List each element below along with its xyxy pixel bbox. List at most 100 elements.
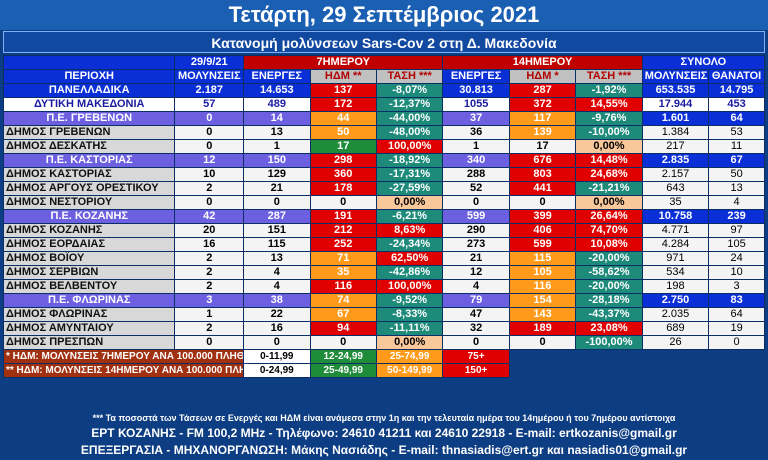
idm7-cell: 252	[309, 237, 377, 252]
trend7-cell: 0,00%	[375, 195, 444, 210]
trend7-cell: -27,59%	[375, 181, 444, 196]
header-infections: ΜΟΛΥΝΣΕΙΣ	[174, 69, 245, 84]
trend14-cell: 14,55%	[575, 97, 643, 112]
total-infections-cell: 17.944	[641, 97, 710, 112]
total-infections-cell: 4.771	[641, 223, 710, 238]
table-row: Π.Ε. ΦΛΩΡΙΝΑΣ 3 38 74 -9,52% 79 154 -28,18% 2.75…	[2, 293, 765, 308]
idm14-cell: 154	[508, 293, 577, 308]
table-row: ΔΗΜΟΣ ΚΟΖΑΝΗΣ 20 151 212 8,63% 290 406 74,70% 4.…	[2, 223, 765, 238]
idm14-cell: 117	[508, 111, 577, 126]
trend14-cell: -58,62%	[575, 265, 643, 280]
deaths-cell: 24	[708, 251, 765, 266]
active7-cell: 0	[243, 195, 311, 210]
region-name: Π.Ε. ΦΛΩΡΙΝΑΣ	[2, 293, 176, 308]
active14-cell: 290	[442, 223, 510, 238]
trend7-cell: -6,21%	[375, 209, 444, 224]
infections-cell: 12	[174, 153, 245, 168]
deaths-cell: 50	[708, 167, 765, 182]
table-row: ΔΗΜΟΣ ΠΡΕΣΠΩΝ 0 0 0 0,00% 0 0 -100,00% 26 0	[2, 335, 765, 350]
table-row: ΔΗΜΟΣ ΓΡΕΒΕΝΩΝ 0 13 50 -48,00% 36 139 -10,00% 1.…	[2, 125, 765, 140]
table-row: ΔΗΜΟΣ ΣΕΡΒΙΩΝ 2 4 35 -42,86% 12 105 -58,62% 534 1…	[2, 265, 765, 280]
trend7-cell: 100,00%	[375, 139, 444, 154]
table-row: ΔΗΜΟΣ ΚΑΣΤΟΡΙΑΣ 10 129 360 -17,31% 288 803 24,6…	[2, 167, 765, 182]
legend-label-7: * ΗΔΜ: ΜΟΛΥΝΣΕΙΣ 7ΗΜΕΡΟΥ ΑΝΑ 100.000 ΠΛΗ…	[2, 349, 245, 364]
header-date: 29/9/21	[174, 55, 245, 70]
region-name: ΠΑΝΕΛΛΑΔΙΚΑ	[2, 83, 176, 98]
total-infections-cell: 2.835	[641, 153, 710, 168]
active7-cell: 489	[243, 97, 311, 112]
active7-cell: 16	[243, 321, 311, 336]
page-title: Τετάρτη, 29 Σεπτέμβριος 2021	[0, 0, 768, 30]
total-infections-cell: 4.284	[641, 237, 710, 252]
total-infections-cell: 1.384	[641, 125, 710, 140]
deaths-cell: 453	[708, 97, 765, 112]
idm14-cell: 116	[508, 279, 577, 294]
idm7-cell: 298	[309, 153, 377, 168]
idm7-cell: 360	[309, 167, 377, 182]
total-infections-cell: 35	[641, 195, 710, 210]
total-infections-cell: 2.157	[641, 167, 710, 182]
region-name: ΔΗΜΟΣ ΑΜΥΝΤΑΙΟΥ	[2, 321, 176, 336]
active14-cell: 0	[442, 335, 510, 350]
trend14-cell: 14,48%	[575, 153, 643, 168]
region-name: ΔΗΜΟΣ ΚΑΣΤΟΡΙΑΣ	[2, 167, 176, 182]
region-name: ΔΗΜΟΣ ΑΡΓΟΥΣ ΟΡΕΣΤΙΚΟΥ	[2, 181, 176, 196]
region-name: ΔΗΜΟΣ ΠΡΕΣΠΩΝ	[2, 335, 176, 350]
trend14-cell: 24,68%	[575, 167, 643, 182]
deaths-cell: 14.795	[708, 83, 765, 98]
deaths-cell: 67	[708, 153, 765, 168]
header-trend14: ΤΑΣΗ ***	[575, 69, 643, 84]
active14-cell: 47	[442, 307, 510, 322]
trend14-cell: -20,00%	[575, 251, 643, 266]
table-row: ΔΗΜΟΣ ΒΟΪΟΥ 2 13 71 62,50% 21 115 -20,00% 971 24	[2, 251, 765, 266]
active14-cell: 52	[442, 181, 510, 196]
idm14-cell: 139	[508, 125, 577, 140]
idm7-cell: 74	[309, 293, 377, 308]
active14-cell: 12	[442, 265, 510, 280]
header-row-2: ΠΕΡΙΟΧΗ ΜΟΛΥΝΣΕΙΣ ΕΝΕΡΓΕΣ ΗΔΜ ** ΤΑΣΗ **…	[2, 69, 765, 84]
active7-cell: 22	[243, 307, 311, 322]
infections-cell: 1	[174, 307, 245, 322]
infections-cell: 0	[174, 195, 245, 210]
idm7-cell: 94	[309, 321, 377, 336]
idm7-cell: 0	[309, 335, 377, 350]
active7-cell: 287	[243, 209, 311, 224]
trend7-cell: -24,34%	[375, 237, 444, 252]
infections-cell: 16	[174, 237, 245, 252]
header-trend7: ΤΑΣΗ ***	[375, 69, 444, 84]
infections-cell: 2	[174, 251, 245, 266]
total-infections-cell: 689	[641, 321, 710, 336]
infections-cell: 0	[174, 125, 245, 140]
idm14-cell: 0	[508, 335, 577, 350]
active7-cell: 13	[243, 251, 311, 266]
active7-cell: 4	[243, 279, 311, 294]
data-table-wrapper: 29/9/21 7ΗΜΕΡΟΥ 14ΗΜΕΡΟΥ ΣΥΝΟΛΟ ΠΕΡΙΟΧΗ …	[2, 55, 766, 378]
infections-cell: 0	[174, 111, 245, 126]
idm14-cell: 599	[508, 237, 577, 252]
legend-row-2: ** ΗΔΜ: ΜΟΛΥΝΣΕΙΣ 14ΗΜΕΡΟΥ ΑΝΑ 100.000 Π…	[2, 363, 766, 378]
header-idm7: ΗΔΜ **	[309, 69, 377, 84]
trend14-cell: -10,00%	[575, 125, 643, 140]
trend14-cell: -21,21%	[575, 181, 643, 196]
legend-orange-7: 25-74,99	[375, 349, 444, 364]
legend-orange-14: 50-149,99	[375, 363, 444, 378]
deaths-cell: 19	[708, 321, 765, 336]
data-table: 29/9/21 7ΗΜΕΡΟΥ 14ΗΜΕΡΟΥ ΣΥΝΟΛΟ ΠΕΡΙΟΧΗ …	[2, 55, 766, 378]
active14-cell: 0	[442, 195, 510, 210]
header-period14: 14ΗΜΕΡΟΥ	[442, 55, 643, 70]
table-row: ΔΗΜΟΣ ΝΕΣΤΟΡΙΟΥ 0 0 0 0,00% 0 0 0,00% 35 4	[2, 195, 765, 210]
trend14-cell: 23,08%	[575, 321, 643, 336]
idm14-cell: 287	[508, 83, 577, 98]
idm7-cell: 44	[309, 111, 377, 126]
region-name: ΔΗΜΟΣ ΓΡΕΒΕΝΩΝ	[2, 125, 176, 140]
trend14-cell: -9,76%	[575, 111, 643, 126]
legend-white-7: 0-11,99	[243, 349, 311, 364]
deaths-cell: 64	[708, 307, 765, 322]
total-infections-cell: 653.535	[641, 83, 710, 98]
trend7-cell: 0,00%	[375, 335, 444, 350]
region-name: ΔΗΜΟΣ ΝΕΣΤΟΡΙΟΥ	[2, 195, 176, 210]
idm7-cell: 178	[309, 181, 377, 196]
region-name: Π.Ε. ΚΑΣΤΟΡΙΑΣ	[2, 153, 176, 168]
trend7-cell: -44,00%	[375, 111, 444, 126]
infections-cell: 57	[174, 97, 245, 112]
